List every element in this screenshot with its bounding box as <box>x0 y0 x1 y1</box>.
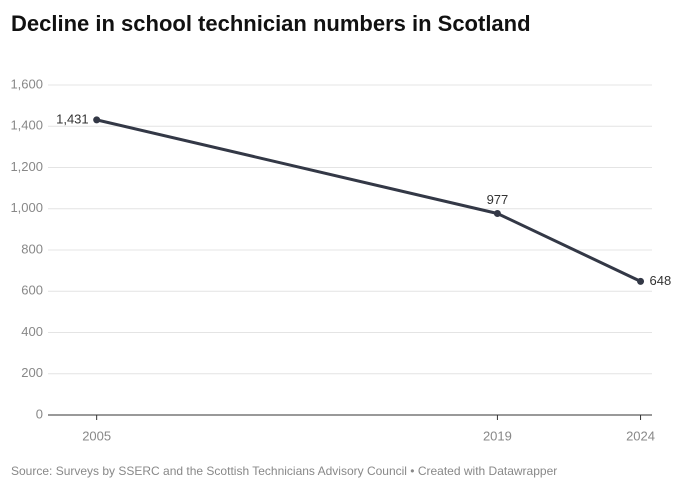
source-note: Source: Surveys by SSERC and the Scottis… <box>11 464 557 478</box>
y-tick-label: 1,600 <box>10 76 43 91</box>
x-tick-label: 2005 <box>82 428 111 443</box>
value-label: 1,431 <box>56 111 89 126</box>
point <box>637 277 645 285</box>
value-label: 977 <box>487 192 509 207</box>
point <box>93 116 101 124</box>
y-tick-label: 400 <box>21 324 43 339</box>
line <box>96 118 642 283</box>
point <box>493 209 501 217</box>
y-tick-label: 1,200 <box>10 159 43 174</box>
y-tick-label: 800 <box>21 241 43 256</box>
chart-title: Decline in school technician numbers in … <box>11 11 531 36</box>
y-tick-label: 1,400 <box>10 118 43 133</box>
y-tick-label: 600 <box>21 283 43 298</box>
y-tick-label: 200 <box>21 365 43 380</box>
x-tick-label: 2019 <box>483 428 512 443</box>
y-tick-label: 1,000 <box>10 200 43 215</box>
value-label: 648 <box>650 273 672 288</box>
y-tick-label: 0 <box>36 406 43 421</box>
x-tick-label: 2024 <box>626 428 655 443</box>
